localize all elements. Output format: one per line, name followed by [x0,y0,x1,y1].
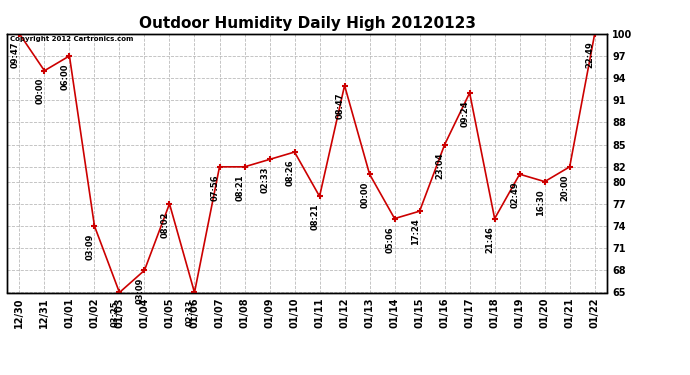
Text: 03:09: 03:09 [135,278,144,304]
Text: 22:49: 22:49 [586,41,595,68]
Title: Outdoor Humidity Daily High 20120123: Outdoor Humidity Daily High 20120123 [139,16,475,31]
Text: 00:00: 00:00 [35,78,44,105]
Text: 09:24: 09:24 [461,100,470,127]
Text: 02:33: 02:33 [186,300,195,326]
Text: 08:26: 08:26 [286,159,295,186]
Text: 02:49: 02:49 [511,182,520,208]
Text: 17:24: 17:24 [411,219,420,245]
Text: 08:21: 08:21 [235,174,244,201]
Text: 05:06: 05:06 [386,226,395,253]
Text: 07:56: 07:56 [210,174,219,201]
Text: 16:30: 16:30 [535,189,544,216]
Text: 20:00: 20:00 [561,174,570,201]
Text: 09:47: 09:47 [10,41,19,68]
Text: 21:46: 21:46 [486,226,495,253]
Text: 23:04: 23:04 [435,152,444,178]
Text: 00:00: 00:00 [361,182,370,208]
Text: Copyright 2012 Cartronics.com: Copyright 2012 Cartronics.com [10,36,133,42]
Text: 02:33: 02:33 [261,167,270,194]
Text: 08:47: 08:47 [335,93,344,119]
Text: 03:09: 03:09 [86,233,95,260]
Text: 08:02: 08:02 [161,211,170,238]
Text: 03:25: 03:25 [110,300,119,327]
Text: 08:21: 08:21 [310,204,319,230]
Text: 06:00: 06:00 [61,63,70,90]
